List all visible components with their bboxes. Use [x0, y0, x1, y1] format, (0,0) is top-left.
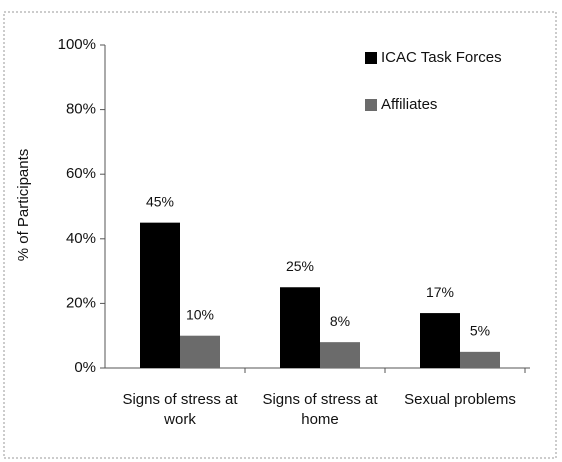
value-label: 45%: [146, 193, 174, 209]
chart-frame: [3, 11, 557, 459]
value-label: 8%: [330, 313, 350, 329]
x-tick-label: Sexual problems: [404, 391, 516, 408]
bar: [140, 222, 180, 368]
legend-label: ICAC Task Forces: [381, 49, 502, 66]
y-tick-label: 20%: [66, 294, 96, 311]
bar: [180, 335, 220, 368]
x-tick-label: Signs of stress at home: [262, 391, 378, 428]
y-axis-label: % of Participants: [15, 149, 32, 262]
legend-label: Affiliates: [381, 96, 437, 113]
value-label: 5%: [470, 323, 490, 339]
bar: [320, 342, 360, 368]
x-tick-label: Signs of stress at work: [122, 391, 238, 428]
value-label: 10%: [186, 306, 214, 322]
legend-swatch: [365, 52, 377, 64]
legend-swatch: [365, 99, 377, 111]
y-tick-label: 0%: [74, 359, 96, 376]
bar: [460, 351, 500, 368]
bar: [420, 313, 460, 368]
value-label: 17%: [426, 284, 454, 300]
y-tick-label: 40%: [66, 230, 96, 247]
bar: [280, 287, 320, 368]
y-tick-label: 60%: [66, 165, 96, 182]
y-tick-label: 100%: [58, 36, 96, 53]
value-label: 25%: [286, 258, 314, 274]
y-tick-label: 80%: [66, 101, 96, 118]
